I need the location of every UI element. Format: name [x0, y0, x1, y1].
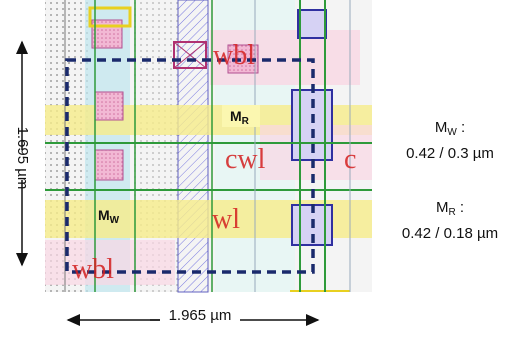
legend-name: MW : — [435, 119, 465, 138]
text-part: : — [456, 199, 464, 216]
wire-label: c — [344, 144, 356, 175]
text-part: : — [457, 119, 465, 136]
legend-name: MR : — [436, 199, 464, 218]
height-label: 1.695 µm — [14, 127, 31, 190]
legend-size: 0.42 / 0.18 µm — [402, 225, 498, 242]
text-part: M — [436, 199, 449, 216]
text-part: R — [448, 207, 455, 218]
text-part: R — [242, 116, 250, 127]
text-part: M — [435, 119, 448, 136]
width-dimension: 1.965 µm — [68, 307, 318, 324]
height-dimension: 1.695 µm — [14, 42, 31, 265]
text-part: M — [230, 108, 242, 124]
text-part: W — [110, 215, 120, 226]
wire-label: wl — [212, 204, 240, 235]
figure: wbl cwl c wl wbl MR MW 1.695 µm 1.965 µm… — [0, 0, 529, 352]
text-part: M — [98, 207, 110, 223]
legend-size: 0.42 / 0.3 µm — [406, 145, 494, 162]
wire-label: wbl — [213, 40, 255, 71]
wire-label: wbl — [72, 254, 114, 285]
width-label: 1.965 µm — [169, 307, 232, 324]
layout — [45, 0, 372, 292]
wire-label: cwl — [225, 144, 266, 175]
